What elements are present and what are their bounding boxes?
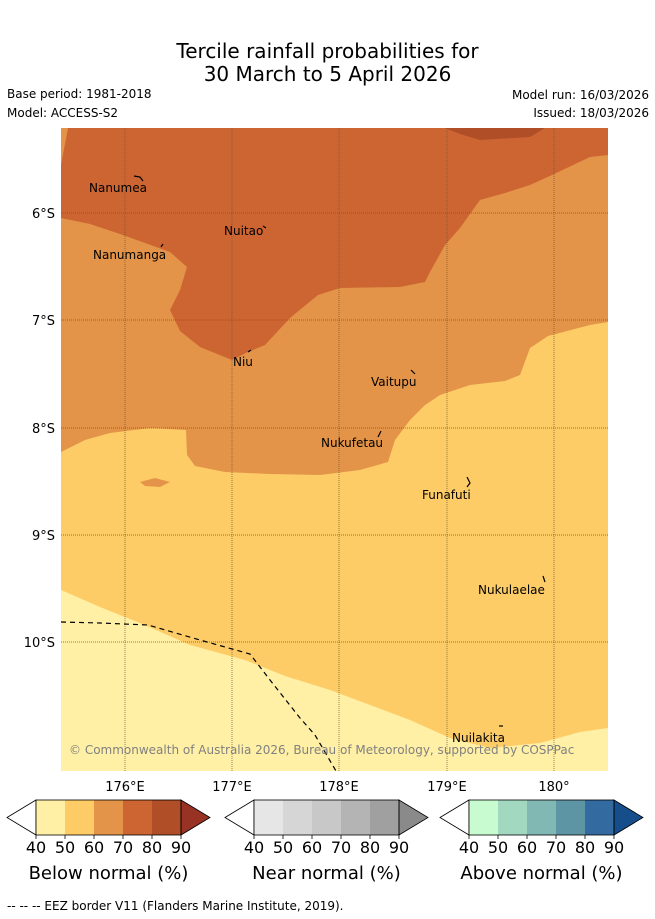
model-run: Model run: 16/03/2026 [511,88,649,102]
legend-tick-label: 90 [389,838,409,857]
legend-tick-label: 50 [488,838,508,857]
legend-tick-label: 50 [273,838,293,857]
lat-label: 9°S [32,529,55,544]
place-label: Nuitao [224,224,263,238]
legend-tick-label: 60 [517,838,537,857]
legend-upper-extension [398,799,429,836]
title-line-2: 30 March to 5 April 2026 [203,62,452,86]
island-vaitupu [410,369,416,375]
lat-label: 8°S [32,422,55,437]
legend-swatch [469,800,498,835]
legend-tick-label: 70 [331,838,351,857]
lat-label: 6°S [32,207,55,222]
legend-swatch [585,800,614,835]
model-name: Model: ACCESS-S2 [7,106,119,120]
legend-tick-label: 40 [26,838,46,857]
legend-tick-label: 80 [142,838,162,857]
legend-title: Below normal (%) [29,863,189,884]
lon-label: 178°E [319,780,359,795]
legend-swatch [254,800,283,835]
legend-tick-label: 60 [302,838,322,857]
legend-tick-label: 40 [244,838,264,857]
legend-tick-label: 40 [459,838,479,857]
place-label: Funafuti [422,488,471,502]
islands [133,175,546,727]
legend-swatch [527,800,556,835]
place-label: Vaitupu [371,375,417,389]
legend-swatch [152,800,181,835]
legend-tick-label: 50 [55,838,75,857]
island-funafuti [466,476,471,488]
legend-upper-extension [180,799,211,836]
legend-tick-label: 60 [84,838,104,857]
legend-swatch [341,800,370,835]
map-title: Tercile rainfall probabilities for 30 Ma… [0,40,655,86]
legend-tick-label: 90 [171,838,191,857]
legend-outline [35,799,182,836]
zone-80-90 [445,128,545,140]
legend-outline [253,799,400,836]
near-normal-legend: 40 50 60 70 80 90 Near normal (%) [224,799,429,884]
island-nanumea [133,175,144,182]
legend-swatch [498,800,527,835]
place-label: Nanumanga [93,248,166,262]
eez-footnote: -- -- -- EEZ border V11 (Flanders Marine… [7,899,344,913]
island-nanumanga [160,243,164,248]
below-normal-legend: 40 50 60 70 80 90 Below normal (%) [6,799,211,884]
legend-swatch [370,800,399,835]
legend-tick-label: 80 [360,838,380,857]
legend-swatch [123,800,152,835]
legend-tick-label: 80 [575,838,595,857]
lat-label: 10°S [24,636,55,651]
island-niu [247,349,252,353]
issued-date: Issued: 18/03/2026 [533,106,649,120]
place-label: Nuilakita [452,731,505,745]
legend-swatch [312,800,341,835]
place-label: Nukulaelae [478,583,545,597]
legend-title: Above normal (%) [460,863,622,884]
legend-swatch [283,800,312,835]
legend-outline [468,799,615,836]
zone-70-80 [61,128,608,360]
legend-tick-label: 70 [113,838,133,857]
island-nuitao [262,225,267,229]
legend-lower-extension [6,799,37,836]
lat-label: 7°S [32,314,55,329]
zone-60-70-patch [140,478,170,487]
legend-lower-extension [439,799,470,836]
place-label: Nukufetau [321,436,383,450]
island-nukufetau [377,430,382,438]
base-period: Base period: 1981-2018 [7,87,152,101]
place-label: Niu [233,355,253,369]
title-line-1: Tercile rainfall probabilities for [176,39,479,63]
lon-label: 179°E [427,780,467,795]
legend-swatch [36,800,65,835]
legend-upper-extension [613,799,644,836]
lon-label: 177°E [212,780,252,795]
legend-tick-label: 90 [604,838,624,857]
map-area: Nanumea Nuitao Nanumanga Niu Vaitupu Nuk… [61,128,608,771]
place-label: Nanumea [89,181,147,195]
lon-label: 180° [538,780,569,795]
legend-swatch [556,800,585,835]
island-nukulaelae [542,575,546,583]
above-normal-legend: 40 50 60 70 80 90 Above normal (%) [439,799,644,884]
legend-title: Near normal (%) [252,863,401,884]
legend-swatch [94,800,123,835]
copyright-text: © Commonwealth of Australia 2026, Bureau… [69,743,574,757]
legend-swatch [65,800,94,835]
zone-40-50 [61,590,608,771]
legend-lower-extension [224,799,255,836]
legend-tick-label: 70 [546,838,566,857]
eez-border [61,621,337,771]
lon-label: 176°E [105,780,145,795]
